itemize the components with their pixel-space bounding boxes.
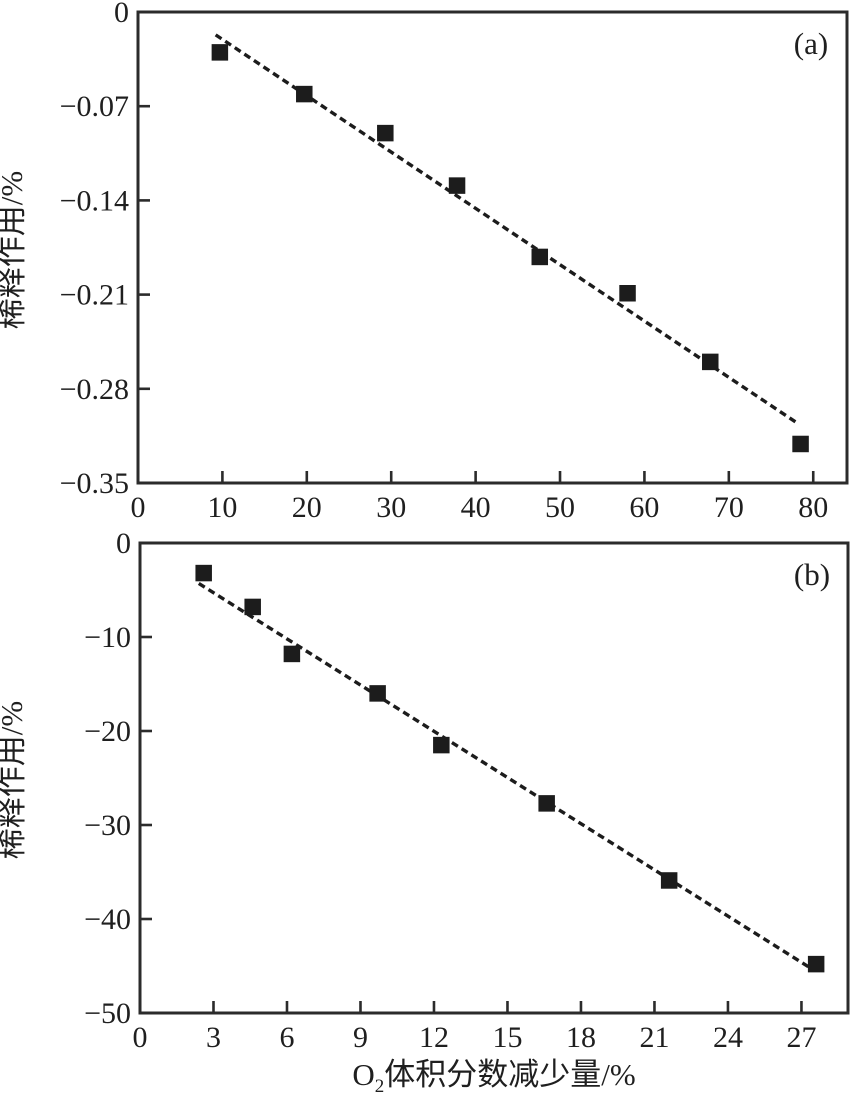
data-point-marker xyxy=(807,955,825,973)
panel-label: (a) xyxy=(794,26,828,61)
x-tick-label: 10 xyxy=(207,491,237,524)
x-tick-label: 24 xyxy=(713,1021,743,1054)
x-tick-label: 6 xyxy=(279,1021,294,1054)
data-point-marker xyxy=(369,685,386,702)
data-point-marker xyxy=(531,248,549,266)
x-tick-label: 12 xyxy=(419,1021,449,1054)
panel-label: (b) xyxy=(794,557,830,592)
y-tick-label: −40 xyxy=(84,903,131,936)
x-tick-label: 0 xyxy=(131,491,146,524)
data-point-marker xyxy=(244,598,261,616)
data-point-marker xyxy=(195,564,212,582)
y-tick-label: −50 xyxy=(84,997,131,1030)
x-tick-label: 50 xyxy=(545,491,575,524)
data-point-marker xyxy=(448,177,466,194)
x-tick-label: 18 xyxy=(566,1021,596,1054)
y-tick-label: −0.14 xyxy=(60,184,129,217)
y-axis-label: 稀释作用/% xyxy=(0,171,29,329)
data-point-marker xyxy=(538,795,555,812)
y-tick-label: 0 xyxy=(116,527,131,560)
y-tick-label: −20 xyxy=(84,715,131,748)
panel-a: 0 10 20 30 40 50 60 70 80 0 −0.07 −0.14 −0.21 −0.28 −0… xyxy=(0,0,849,524)
trend-line xyxy=(197,581,810,969)
y-tick-label: −30 xyxy=(84,809,131,842)
x-tick-label: 20 xyxy=(292,491,322,524)
x-tick-label: 30 xyxy=(376,491,406,524)
y-tick-label: −0.35 xyxy=(60,467,129,500)
x-tick-label: 21 xyxy=(639,1021,669,1054)
x-tick-label: 0 xyxy=(133,1021,148,1054)
x-tick-label: 27 xyxy=(786,1021,816,1054)
y-tick-label: −10 xyxy=(84,621,131,654)
data-point-marker xyxy=(792,435,809,453)
y-tick-label: −0.28 xyxy=(60,373,129,406)
data-point-marker xyxy=(296,85,313,103)
panel-b: 0 3 6 9 12 15 18 21 24 27 0 −10 −20 −30 −40 −50 (b) 稀释作用/… xyxy=(0,527,850,1096)
x-tick-label: 40 xyxy=(461,491,491,524)
data-point-marker xyxy=(619,285,636,302)
x-tick-label: 80 xyxy=(798,491,828,524)
data-point-marker xyxy=(377,124,394,142)
x-tick-label: 15 xyxy=(492,1021,522,1054)
x-tick-label: 9 xyxy=(353,1021,368,1054)
x-tick-label: 3 xyxy=(206,1021,221,1054)
x-axis-label: O2体积分数减少量/% xyxy=(352,1057,635,1096)
plot-border xyxy=(138,541,850,1015)
data-point-marker xyxy=(702,353,719,371)
y-tick-label: −0.21 xyxy=(60,279,129,312)
data-point-marker xyxy=(211,44,229,61)
x-tick-label: 60 xyxy=(629,491,659,524)
data-point-marker xyxy=(660,872,678,889)
data-point-marker xyxy=(283,645,301,663)
x-tick-label: 70 xyxy=(714,491,744,524)
y-axis-label: 稀释作用/% xyxy=(0,701,29,859)
y-tick-label: −0.07 xyxy=(60,90,129,123)
plot-border xyxy=(136,10,849,485)
y-tick-label: 0 xyxy=(114,0,129,29)
data-point-marker xyxy=(433,736,450,754)
